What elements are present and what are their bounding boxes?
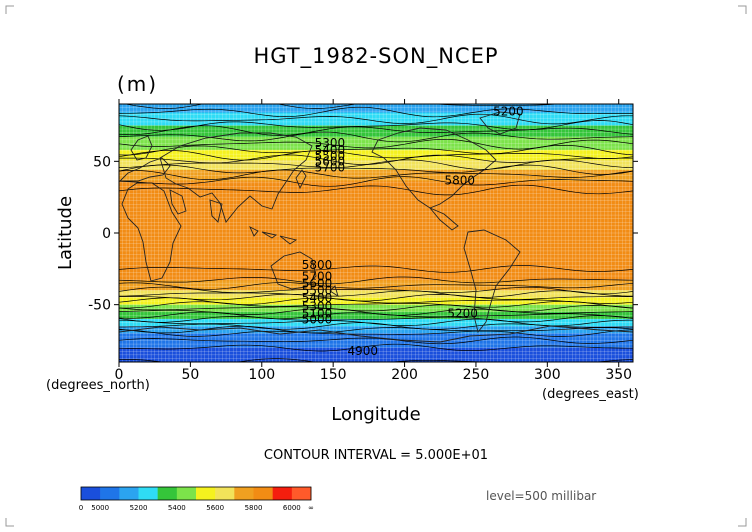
y-unit-note: (degrees_north) [46, 378, 150, 393]
contour-line [119, 150, 633, 161]
contour-label: 5200 [447, 307, 478, 321]
contour-line [119, 164, 633, 175]
colorbar-swatch [253, 487, 273, 500]
contour-line [119, 343, 633, 352]
contour-label: 5700 [302, 269, 333, 283]
contour-line [119, 113, 633, 125]
colorbar-swatch [119, 487, 139, 500]
colorbar-tick-label: 6000 [283, 504, 301, 512]
corner-marks [5, 5, 747, 527]
contour-line [119, 176, 633, 187]
contour-label: 5500 [315, 149, 346, 163]
contour-line [119, 315, 633, 323]
contour-line [119, 131, 633, 143]
contour-line [119, 265, 633, 273]
contour-line [119, 144, 633, 156]
contour-line [119, 286, 633, 295]
contour-label: 5800 [302, 258, 333, 272]
contour-line [119, 125, 633, 136]
contour-line [119, 290, 633, 298]
contour-label: 5200 [493, 104, 524, 118]
colorbar-swatch [196, 487, 216, 500]
contour-line [119, 120, 633, 131]
contour-line [119, 282, 633, 290]
contour-line [119, 297, 633, 305]
y-axis-ticks: -50 0 50 [88, 154, 638, 314]
contour-line [119, 154, 633, 165]
colorbar-tick-label: 5200 [130, 504, 148, 512]
x-tick-label: 50 [181, 367, 199, 383]
colorbar-swatch [215, 487, 235, 500]
colorbar-frame [80, 486, 312, 501]
x-tick-label: 200 [391, 367, 418, 383]
y-tick-label: -50 [88, 298, 111, 314]
colorbar [80, 486, 312, 501]
colorbar-tick-label: 5400 [168, 504, 186, 512]
y-axis-label: Latitude [55, 196, 76, 270]
x-tick-label: 250 [463, 367, 490, 383]
colorbar-swatch [234, 487, 254, 500]
contour-label: 5300 [315, 136, 346, 150]
contour-interval-text: CONTOUR INTERVAL = 5.000E+01 [264, 448, 488, 463]
colorbar-swatch [157, 487, 178, 500]
contour-label: 5500 [302, 284, 333, 298]
colorbar-swatch [176, 487, 197, 500]
contour-label: 5100 [302, 307, 333, 321]
colorbar-swatch [81, 487, 101, 500]
contour-line [119, 329, 633, 337]
contour-label: 5700 [315, 160, 346, 174]
contour-line [119, 304, 633, 313]
x-tick-label: 150 [320, 367, 347, 383]
colorbar-swatch [272, 487, 293, 500]
contour-line [119, 276, 633, 285]
x-tick-label: 350 [605, 367, 632, 383]
contour-label: 5800 [445, 173, 476, 187]
contour-label: 4900 [347, 344, 378, 358]
y-tick-label: 50 [93, 154, 111, 170]
x-tick-label: 300 [534, 367, 561, 383]
chart-title: HGT_1982-SON_NCEP [253, 44, 498, 69]
contour-labels: 5300540055005600570058005200580057005600… [302, 104, 524, 357]
units-label: (m) [117, 72, 158, 96]
contour-line [122, 104, 562, 109]
colorbar-swatch [100, 487, 120, 500]
x-unit-note: (degrees_east) [542, 387, 639, 402]
contour-line [119, 169, 633, 180]
colorbar-tick-labels: 0 5000 5200 5400 5600 5800 6000 ∞ [79, 504, 314, 512]
y-tick-label: 0 [102, 226, 111, 242]
contour-line [119, 318, 633, 327]
contour-line [119, 293, 633, 302]
contour-line [119, 106, 633, 118]
colorbar-swatch [291, 487, 312, 500]
contour-label: 5600 [302, 276, 333, 290]
coastline-map [119, 111, 633, 343]
contour-line [119, 159, 633, 170]
colorbar-tick-label: 0 [79, 504, 83, 512]
x-tick-label: 100 [248, 367, 275, 383]
colorbar-tick-label: 5600 [206, 504, 224, 512]
contour-label: 5400 [302, 291, 333, 305]
contour-line [119, 300, 633, 309]
x-tick-label: 0 [115, 367, 124, 383]
contour-line [119, 184, 633, 196]
contour-label: 5300 [302, 299, 333, 313]
contour-line [119, 336, 633, 345]
contour-label: 5600 [315, 155, 346, 169]
plot-area: 5300540055005600570058005200580057005600… [119, 104, 633, 362]
colorbar-tick-label: ∞ [308, 504, 314, 512]
level-text: level=500 millibar [486, 489, 596, 503]
colorbar-tick-label: 5000 [91, 504, 109, 512]
contour-label: 5400 [315, 143, 346, 157]
colorbar-swatch [138, 487, 158, 500]
contour-label: 5000 [302, 312, 333, 326]
x-axis-ticks: 0 50 100 150 200 250 300 350 [115, 99, 632, 383]
contour-line [119, 308, 633, 316]
x-axis-label: Longitude [331, 404, 421, 425]
contour-lines [119, 104, 633, 362]
colorbar-tick-label: 5800 [245, 504, 263, 512]
